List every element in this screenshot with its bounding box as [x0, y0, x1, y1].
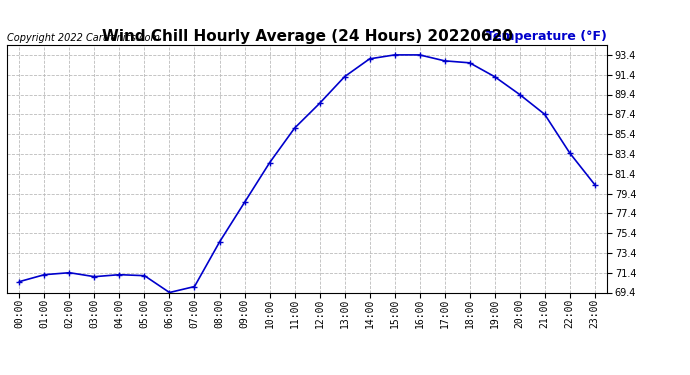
Text: Copyright 2022 Cartronics.com: Copyright 2022 Cartronics.com [7, 33, 160, 42]
Text: Temperature (°F): Temperature (°F) [486, 30, 607, 42]
Title: Wind Chill Hourly Average (24 Hours) 20220620: Wind Chill Hourly Average (24 Hours) 202… [101, 29, 513, 44]
